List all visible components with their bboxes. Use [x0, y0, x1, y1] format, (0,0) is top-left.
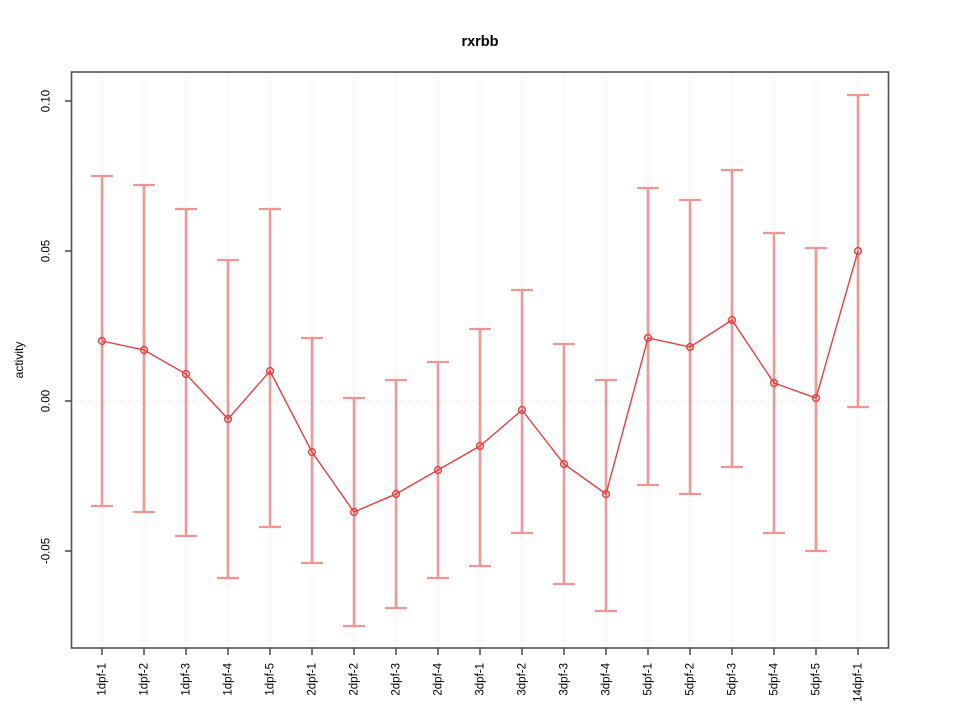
- y-tick-label: 0.00: [41, 390, 53, 412]
- x-tick-label: 14dpf-1: [853, 663, 865, 702]
- data-point: [223, 414, 233, 424]
- errorbar-layer: [91, 93, 869, 628]
- x-tick-label: 5dpf-3: [727, 663, 739, 696]
- data-point: [97, 336, 107, 346]
- x-tick-label: 1dpf-4: [223, 662, 235, 695]
- data-point: [601, 489, 611, 499]
- series-line: [101, 250, 859, 513]
- data-point: [811, 393, 821, 403]
- x-tick-label: 3dpf-1: [475, 663, 487, 696]
- series-line-layer: [101, 250, 859, 513]
- y-axis-title: activity: [12, 342, 26, 379]
- x-tick-label: 5dpf-5: [811, 663, 823, 696]
- y-tick-label: 0.10: [41, 90, 53, 112]
- x-tick-label: 1dpf-2: [139, 663, 151, 696]
- x-tick-label: 2dpf-3: [391, 663, 403, 696]
- data-point: [685, 342, 695, 352]
- x-tick-label: 2dpf-2: [349, 663, 361, 696]
- data-point: [391, 489, 401, 499]
- data-point: [769, 378, 779, 388]
- data-point: [265, 366, 275, 376]
- x-tick-label: 3dpf-3: [559, 663, 571, 696]
- data-point: [727, 315, 737, 325]
- data-point: [433, 465, 443, 475]
- x-tick-label: 5dpf-1: [643, 663, 655, 696]
- x-tick-label: 1dpf-1: [97, 663, 109, 696]
- data-point: [181, 369, 191, 379]
- x-tick-label: 3dpf-2: [517, 663, 529, 696]
- axes-layer: 1dpf-1 1dpf-2 1dpf-3 1dpf-4 1dpf-5 2dpf-1 2dpf…: [41, 71, 890, 702]
- x-tick-label: 1dpf-5: [265, 663, 277, 696]
- x-tick-label: 2dpf-1: [307, 663, 319, 696]
- x-tick-label: 3dpf-4: [601, 662, 613, 695]
- data-point: [853, 246, 863, 256]
- data-point-layer: [97, 246, 863, 517]
- data-point: [307, 447, 317, 457]
- chart-title: rxrbb: [461, 34, 498, 50]
- data-point: [475, 441, 485, 451]
- data-point: [517, 405, 527, 415]
- data-point: [643, 333, 653, 343]
- x-tick-label: 5dpf-4: [769, 662, 781, 695]
- y-tick-label: -0.05: [41, 538, 53, 564]
- data-point: [559, 459, 569, 469]
- x-tick-label: 5dpf-2: [685, 663, 697, 696]
- data-point: [349, 507, 359, 517]
- y-tick-label: 0.05: [41, 240, 53, 262]
- x-tick-label: 1dpf-3: [181, 663, 193, 696]
- x-tick-label: 2dpf-4: [433, 662, 445, 695]
- data-point: [139, 345, 149, 355]
